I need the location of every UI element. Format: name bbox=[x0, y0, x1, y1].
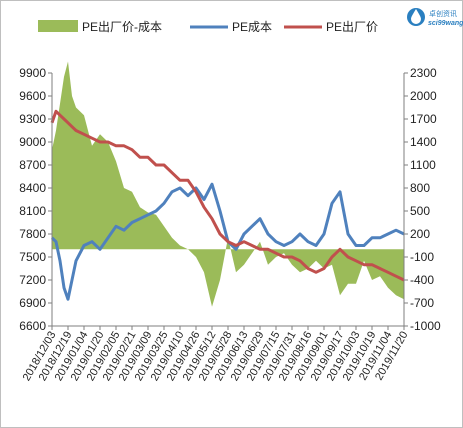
left-tick-label: 8400 bbox=[19, 181, 46, 195]
left-tick-label: 7500 bbox=[19, 250, 46, 264]
left-tick-label: 6900 bbox=[19, 296, 46, 310]
legend-label-cost: PE成本 bbox=[232, 20, 272, 34]
right-tick-label: -700 bbox=[410, 296, 434, 310]
right-tick-label: 1700 bbox=[410, 112, 437, 126]
left-tick-label: 8100 bbox=[19, 204, 46, 218]
right-tick-label: -400 bbox=[410, 273, 434, 287]
x-axis: 2018/12/032018/12/192019/01/042019/01/20… bbox=[21, 325, 411, 383]
right-tick-label: 800 bbox=[410, 181, 430, 195]
right-tick-label: 1400 bbox=[410, 135, 437, 149]
right-tick-label: 2300 bbox=[410, 66, 437, 80]
left-tick-label: 9600 bbox=[19, 89, 46, 103]
series-line-price bbox=[50, 109, 405, 282]
right-tick-label: 500 bbox=[410, 204, 430, 218]
left-tick-label: 9300 bbox=[19, 112, 46, 126]
left-tick-label: 6600 bbox=[19, 319, 46, 333]
series-line-cost bbox=[50, 182, 405, 301]
legend-label-price: PE出厂价 bbox=[326, 20, 378, 34]
logo: 卓创资讯 sci99wang bbox=[407, 8, 463, 27]
right-tick-label: 2000 bbox=[410, 89, 437, 103]
right-tick-label: 1100 bbox=[410, 158, 436, 172]
left-axis: 9900 9600 9300 9000 8700 8400 8100 7800 7500 7200… bbox=[19, 66, 53, 333]
plot-area bbox=[50, 61, 405, 307]
legend: PE出厂价-成本 PE成本 PE出厂价 bbox=[38, 20, 378, 34]
left-tick-label: 8700 bbox=[19, 158, 46, 172]
legend-swatch-spread bbox=[38, 20, 78, 32]
legend-label-spread: PE出厂价-成本 bbox=[82, 20, 162, 34]
series-area-spread bbox=[52, 61, 404, 307]
left-tick-label: 9900 bbox=[19, 66, 46, 80]
right-axis: 2300 2000 1700 1400 1100 800 500 200 -100 -400 -70… bbox=[403, 66, 441, 333]
logo-text-en: sci99wang bbox=[428, 20, 463, 27]
left-tick-label: 7800 bbox=[19, 227, 46, 241]
logo-text-cn: 卓创资讯 bbox=[429, 9, 457, 18]
left-tick-label: 7200 bbox=[19, 273, 46, 287]
right-tick-label: 200 bbox=[410, 227, 430, 241]
water-drop-logo-icon bbox=[407, 8, 425, 26]
right-tick-label: -100 bbox=[410, 250, 434, 264]
left-tick-label: 9000 bbox=[19, 135, 46, 149]
right-tick-label: -1000 bbox=[410, 319, 441, 333]
